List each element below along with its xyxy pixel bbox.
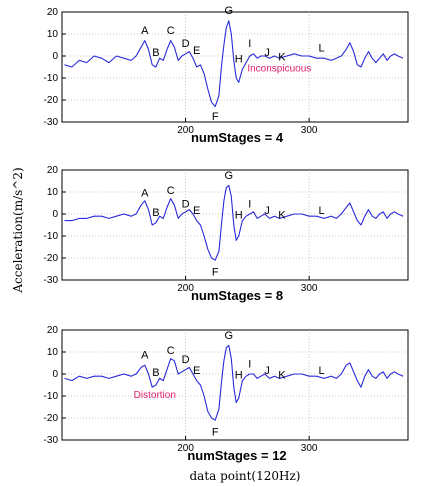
panel-title: numStages = 4 xyxy=(191,130,284,145)
peak-label-b: B xyxy=(152,207,159,219)
peak-label-h: H xyxy=(235,369,243,381)
peak-label-b: B xyxy=(152,47,159,59)
y-tick-label: 10 xyxy=(47,29,59,40)
y-axis-label: Acceleration(m/s^2) xyxy=(11,167,25,293)
peak-label-d: D xyxy=(182,354,190,366)
peak-label-c: C xyxy=(167,345,175,357)
y-tick-label: -10 xyxy=(44,73,59,84)
x-tick-label: 300 xyxy=(301,283,318,294)
peak-label-h: H xyxy=(235,209,243,221)
y-tick-label: -30 xyxy=(44,275,59,286)
peak-label-k: K xyxy=(278,209,286,221)
y-tick-label: -30 xyxy=(44,117,59,128)
y-tick-label: 0 xyxy=(52,369,58,380)
y-tick-label: 20 xyxy=(47,325,59,336)
peak-label-d: D xyxy=(182,38,190,50)
y-tick-label: 0 xyxy=(52,209,58,220)
peak-label-f: F xyxy=(212,427,219,439)
y-tick-label: -30 xyxy=(44,435,59,446)
y-tick-label: 20 xyxy=(47,7,59,18)
peak-label-a: A xyxy=(141,350,149,362)
peak-label-a: A xyxy=(141,25,149,37)
y-tick-label: 0 xyxy=(52,51,58,62)
peak-label-k: K xyxy=(278,369,286,381)
peak-label-i: I xyxy=(248,38,251,50)
y-tick-label: -10 xyxy=(44,231,59,242)
panel-title: numStages = 12 xyxy=(187,448,286,463)
x-tick-label: 300 xyxy=(301,125,318,136)
y-tick-label: -20 xyxy=(44,413,59,424)
y-tick-label: 10 xyxy=(47,347,59,358)
peak-label-g: G xyxy=(225,170,234,182)
peak-label-c: C xyxy=(167,25,175,37)
x-tick-label: 300 xyxy=(301,443,318,454)
x-axis-label: data point(120Hz) xyxy=(190,469,301,483)
peak-label-f: F xyxy=(212,111,219,123)
y-tick-label: -10 xyxy=(44,391,59,402)
plot-frame xyxy=(62,330,408,440)
peak-label-e: E xyxy=(193,45,200,57)
peak-label-k: K xyxy=(278,51,286,63)
peak-label-j: J xyxy=(264,205,270,217)
y-tick-label: 10 xyxy=(47,187,59,198)
peak-label-j: J xyxy=(264,47,270,59)
y-tick-label: -20 xyxy=(44,95,59,106)
panel-title: numStages = 8 xyxy=(191,288,283,303)
y-tick-label: -20 xyxy=(44,253,59,264)
peak-label-i: I xyxy=(248,198,251,210)
peak-label-l: L xyxy=(318,43,324,55)
peak-label-g: G xyxy=(225,5,234,17)
annotation-label: Distortion xyxy=(134,390,176,401)
peak-label-l: L xyxy=(318,365,324,377)
peak-label-l: L xyxy=(318,205,324,217)
peak-label-g: G xyxy=(225,330,234,342)
peak-label-e: E xyxy=(193,205,200,217)
peak-label-h: H xyxy=(235,54,243,66)
peak-label-i: I xyxy=(248,358,251,370)
peak-label-e: E xyxy=(193,365,200,377)
peak-label-j: J xyxy=(264,365,270,377)
peak-label-f: F xyxy=(212,267,219,279)
peak-label-b: B xyxy=(152,367,159,379)
peak-label-d: D xyxy=(182,198,190,210)
plot-frame xyxy=(62,170,408,280)
peak-label-a: A xyxy=(141,187,149,199)
y-tick-label: 20 xyxy=(47,165,59,176)
peak-label-c: C xyxy=(167,185,175,197)
annotation-label: Inconspicuous xyxy=(247,63,311,74)
